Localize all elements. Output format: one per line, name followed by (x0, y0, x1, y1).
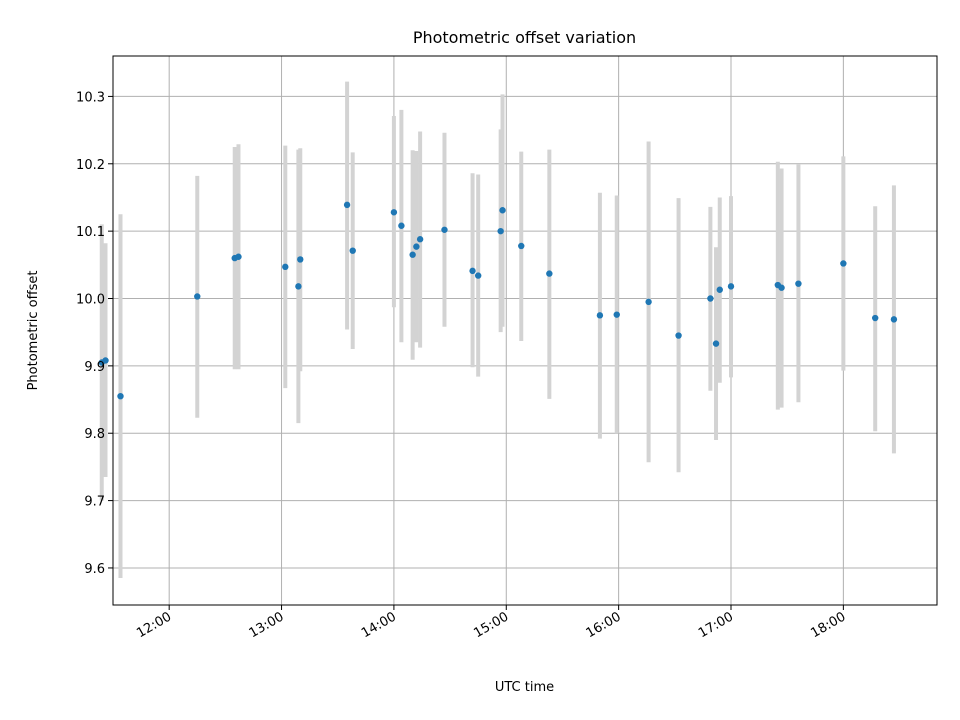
data-point (872, 314, 879, 322)
data-point (469, 267, 476, 275)
data-point (343, 201, 351, 209)
data-point (235, 253, 242, 260)
data-point (675, 332, 682, 339)
data-point (727, 283, 735, 290)
y-tick-label: 9.6 (84, 562, 105, 577)
data-point (441, 226, 448, 233)
error-bars (99, 81, 896, 579)
plot-frame (112, 55, 938, 606)
data-point (295, 283, 302, 290)
data-point (795, 280, 802, 287)
data-point (497, 227, 504, 235)
data-point (499, 207, 506, 214)
data-points (98, 201, 898, 400)
y-tick-label: 10.3 (76, 90, 105, 105)
x-tick-label: 15:00 (471, 609, 511, 641)
y-tick-label: 9.7 (84, 495, 105, 510)
data-point (349, 247, 356, 254)
x-tick-label: 16:00 (584, 609, 624, 641)
x-axis-ticks: 12:00 13:00 14:00 15:00 16:00 17:00 18:00 (134, 605, 848, 641)
y-axis-label: Photometric offset (26, 271, 41, 391)
data-point (840, 260, 847, 267)
y-tick-label: 10.1 (76, 225, 105, 240)
data-point (613, 311, 620, 318)
data-point (282, 263, 289, 271)
data-point (117, 392, 124, 400)
data-point (645, 298, 652, 306)
data-point (596, 312, 604, 319)
y-tick-label: 9.8 (84, 427, 105, 442)
data-point (194, 293, 201, 300)
data-point (390, 209, 398, 216)
data-point (712, 340, 720, 347)
data-point (716, 286, 723, 293)
data-point (413, 243, 420, 250)
x-tick-label: 13:00 (247, 609, 287, 641)
x-tick-label: 12:00 (134, 609, 174, 641)
x-tick-label: 18:00 (808, 609, 848, 641)
data-point (297, 256, 304, 263)
y-tick-label: 10.2 (76, 158, 105, 173)
y-tick-label: 10.0 (76, 293, 105, 308)
data-point (518, 242, 525, 250)
data-point (398, 222, 405, 229)
x-tick-label: 14:00 (359, 609, 399, 641)
data-point (890, 316, 898, 323)
data-point (546, 270, 553, 277)
y-axis-ticks: 9.6 9.7 9.8 9.9 10.0 10.1 10.2 10.3 (76, 90, 113, 577)
data-point (409, 251, 416, 258)
x-tick-label: 17:00 (696, 609, 736, 641)
chart-title: Photometric offset variation (413, 28, 636, 47)
data-point (102, 357, 109, 364)
data-point (778, 284, 785, 291)
data-point (707, 295, 714, 302)
data-point (416, 236, 424, 243)
data-point (474, 272, 482, 279)
y-tick-label: 9.9 (84, 360, 105, 375)
x-axis-label: UTC time (495, 680, 554, 695)
